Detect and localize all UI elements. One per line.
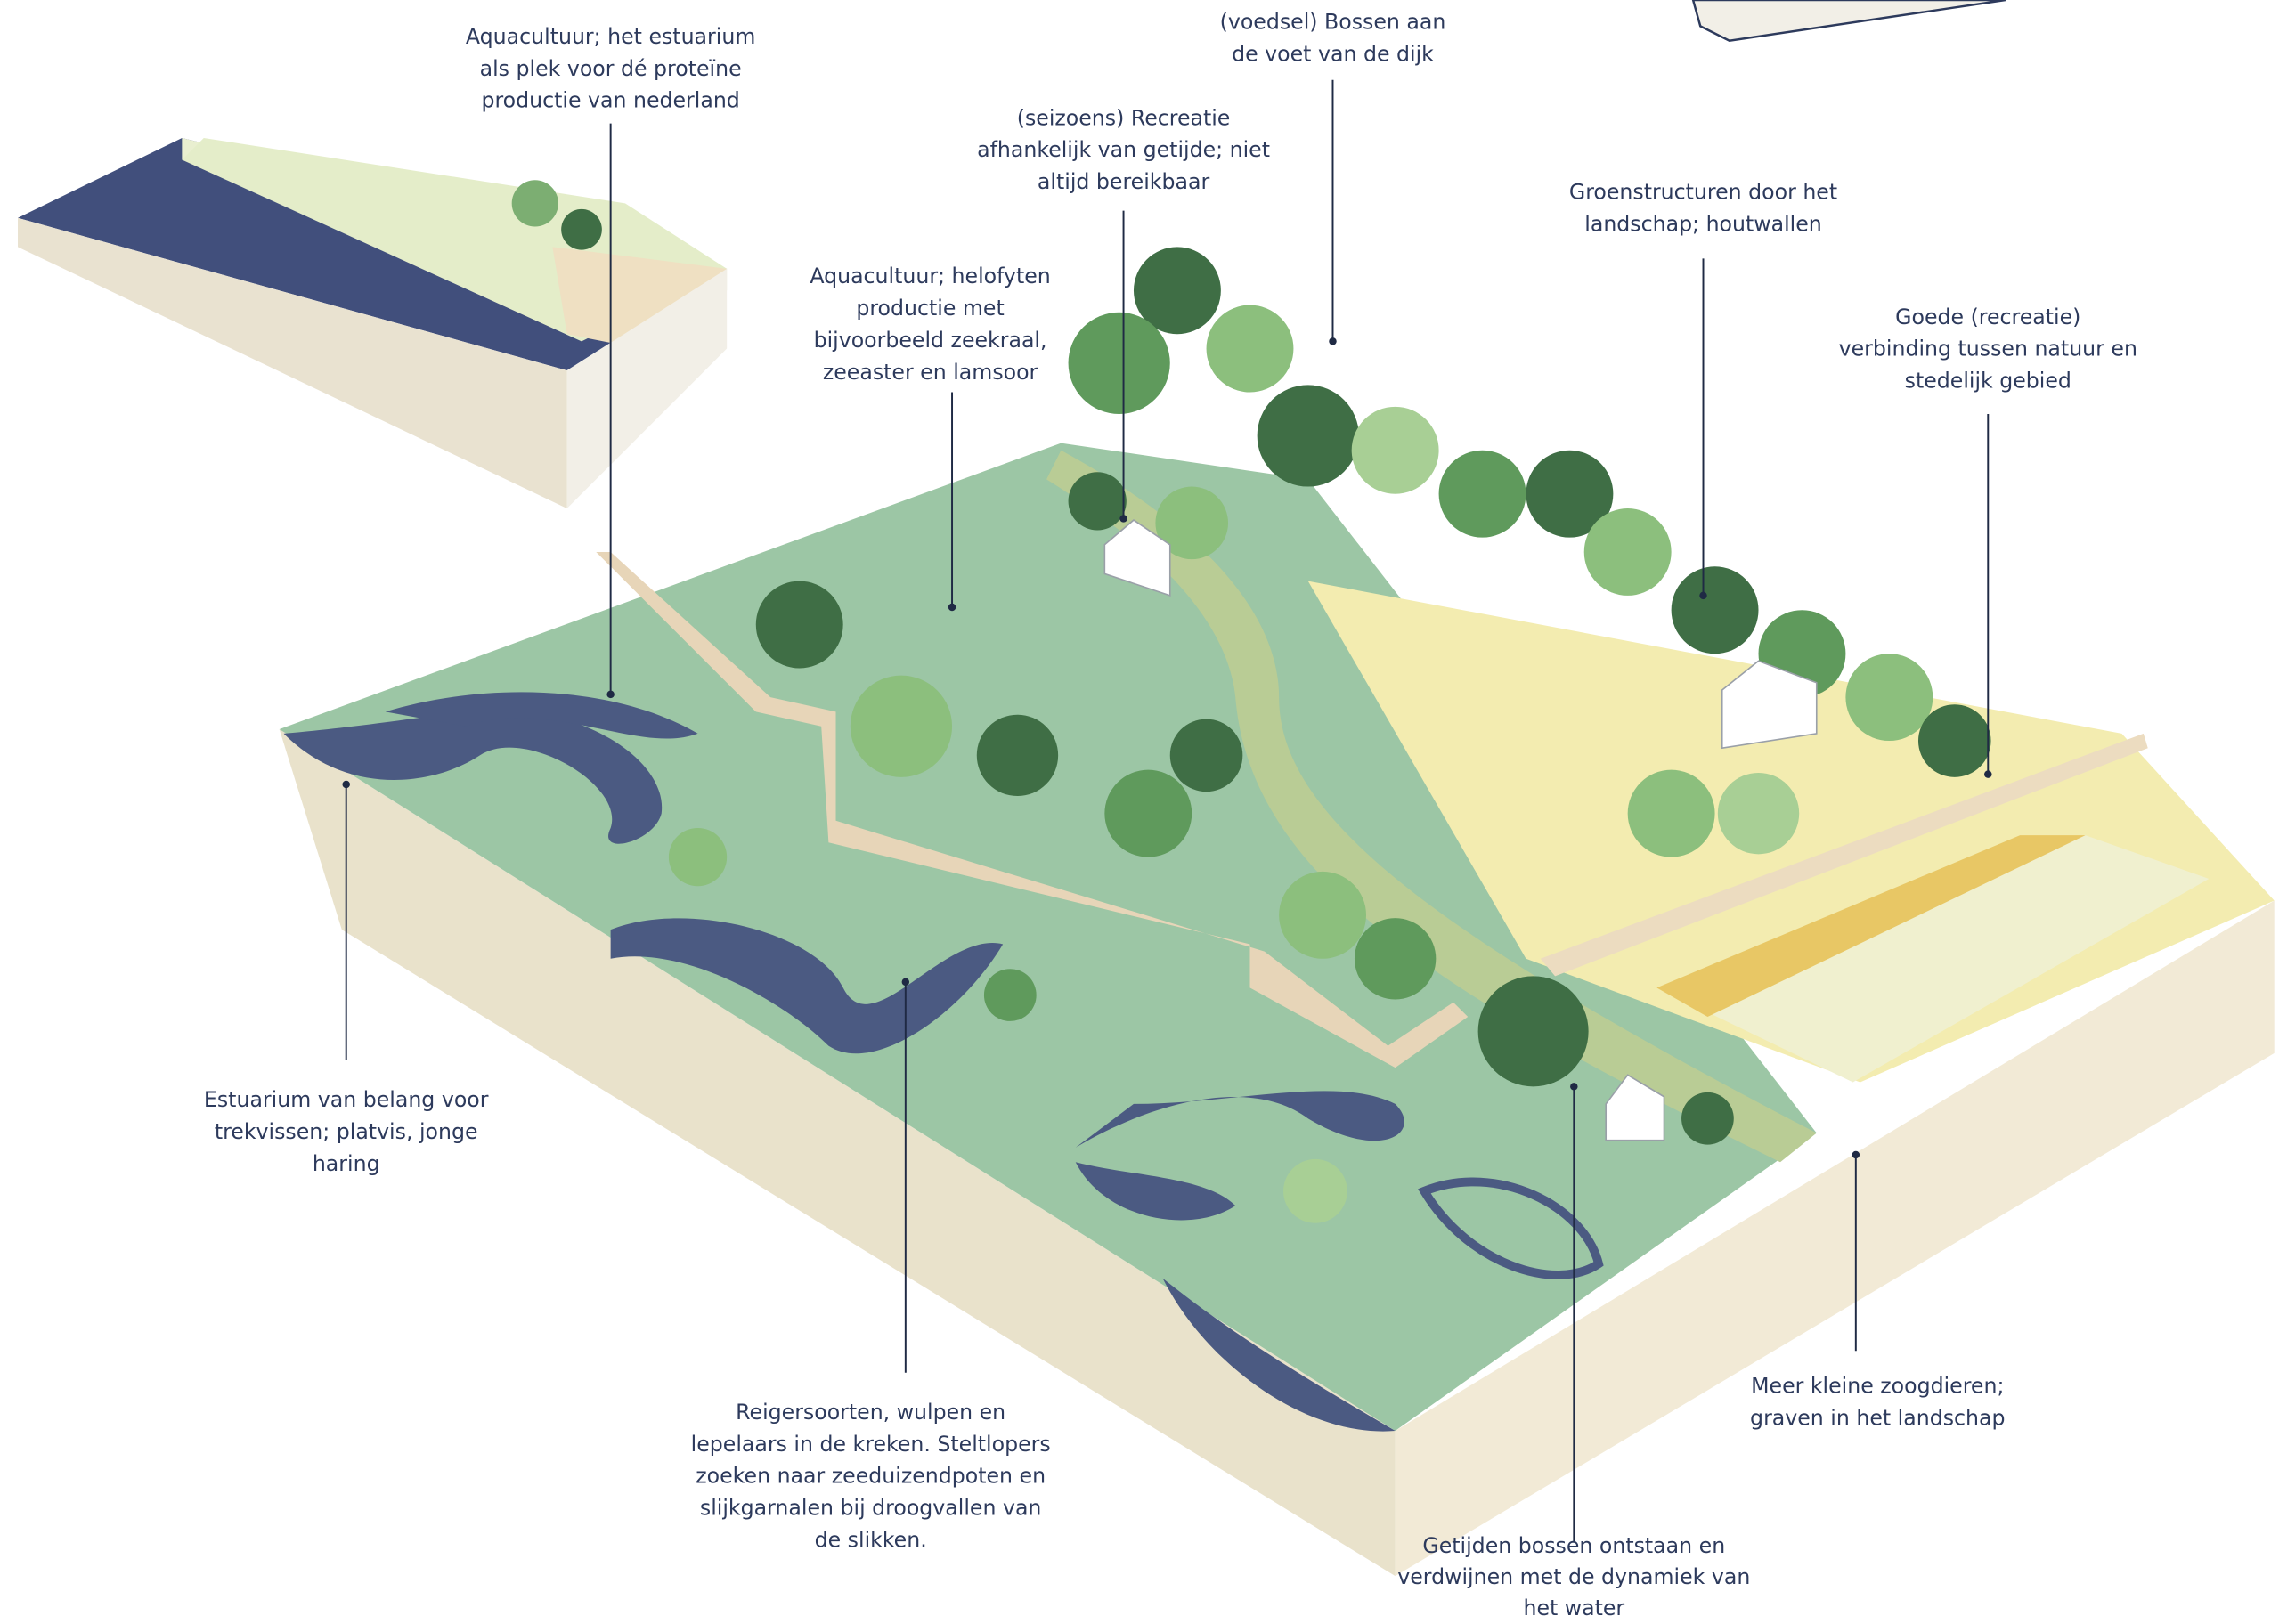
annotation-text: Goede (recreatie) [1895, 304, 2080, 329]
block-side-right [1395, 900, 2275, 1577]
annotations: (voedsel) Bossen aan de voet van de dijk A… [204, 10, 2137, 1621]
leader-dot [1570, 1083, 1578, 1091]
annotation-text: productie van nederland [481, 88, 739, 113]
annotation-text: altijd bereikbaar [1038, 169, 1210, 194]
annotation-text: als plek voor dé proteïne [480, 56, 742, 81]
leader-dot [1852, 1150, 1860, 1159]
annotation-text: zeeaster en lamsoor [823, 360, 1038, 385]
block-side-left [279, 729, 1396, 1577]
annotation-text: trekvissen; platvis, jonge [215, 1119, 478, 1144]
leader-dot [606, 690, 615, 699]
trees [668, 247, 1991, 1223]
field-strip [1656, 835, 2086, 1018]
leader-dot [948, 603, 956, 612]
annotation-text: afhankelijk van getijde; niet [977, 137, 1270, 162]
leader-dot [1119, 515, 1127, 523]
inset-block [17, 137, 728, 509]
leader-dot [1329, 337, 1337, 345]
annotation-text: Getijden bossen ontstaan en [1422, 1533, 1725, 1558]
annotation-text: Estuarium van belang voor [204, 1087, 489, 1112]
annotation-text: bijvoorbeeld zeekraal, [814, 328, 1047, 353]
annotation-text: Meer kleine zoogdieren; [1751, 1374, 2004, 1399]
annotation-text: (voedsel) Bossen aan [1220, 10, 1446, 35]
annotation-text: het water [1523, 1596, 1624, 1620]
annotation-text: graven in het landschap [1750, 1405, 2005, 1430]
annotation-text: Aquacultuur; het estuarium [466, 24, 755, 49]
annotation-text: de voet van de dijk [1232, 41, 1434, 66]
annotation-text: haring [313, 1151, 380, 1176]
houses [1103, 519, 1818, 1141]
annotation-text: zoeken naar zeeduizendpoten en [696, 1464, 1046, 1489]
annotation-text: productie met [856, 296, 1004, 321]
annotation-text: landschap; houtwallen [1584, 211, 1822, 236]
annotation-text: verbinding tussen natuur en [1839, 337, 2137, 361]
annotation-text: (seizoens) Recreatie [1017, 105, 1231, 130]
cycle-path [1540, 733, 2148, 977]
annotation-text: stedelijk gebied [1905, 369, 2071, 394]
annotation-text: lepelaars in de kreken. Steltlopers [691, 1432, 1051, 1457]
dike-road [1046, 450, 1817, 1163]
leader-dot [1699, 591, 1707, 600]
leader-dot [342, 780, 350, 789]
annotation-text: Reigersoorten, wulpen en [736, 1400, 1005, 1425]
inset-corner [1691, 0, 2006, 42]
annotation-text: Groenstructuren door het [1569, 179, 1837, 204]
leader-dot [1984, 770, 1992, 778]
annotation-text: verdwijnen met de dynamiek van [1397, 1564, 1750, 1589]
annotation-text: de slikken. [815, 1528, 927, 1553]
annotation-text: slijkgarnalen bij droogvallen van [700, 1496, 1042, 1521]
field-strip [1656, 835, 2210, 1083]
annotation-text: Aquacultuur; helofyten [810, 264, 1050, 288]
leader-dot [901, 978, 910, 987]
